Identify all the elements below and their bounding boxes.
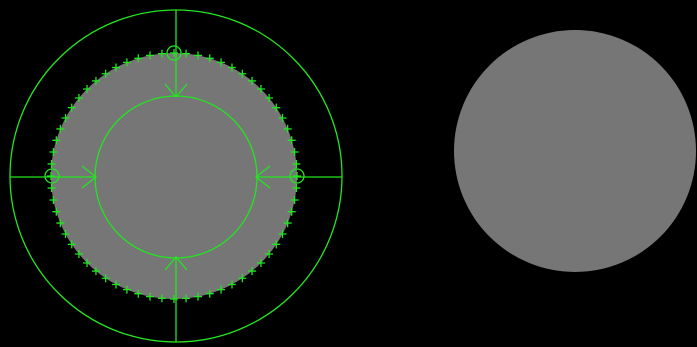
- right-panel: [454, 30, 696, 272]
- plus-icon: [61, 229, 70, 238]
- plus-icon: [227, 63, 236, 72]
- plus-icon: [292, 159, 301, 168]
- arrow-left: [81, 165, 98, 189]
- plus-icon: [47, 159, 56, 168]
- plus-icon: [112, 63, 121, 72]
- plus-icon: [122, 285, 131, 294]
- plus-icon: [52, 136, 61, 145]
- plus-icon: [248, 267, 257, 276]
- plus-icon: [193, 51, 202, 60]
- plus-icon: [205, 289, 214, 298]
- circle-icon: [44, 45, 305, 184]
- plus-icon: [290, 148, 299, 157]
- plus-icon: [283, 219, 292, 228]
- boundary-marker-right: [289, 168, 305, 184]
- plus-icon: [122, 58, 131, 67]
- edge-points: [47, 49, 301, 303]
- plus-icon: [287, 207, 296, 216]
- plus-icon: [287, 136, 296, 145]
- plus-icon: [217, 58, 226, 67]
- plus-icon: [256, 258, 265, 267]
- left-panel: [9, 9, 343, 343]
- plus-icon: [67, 240, 76, 249]
- plus-icon: [134, 289, 143, 298]
- plus-icon: [248, 76, 257, 85]
- plus-icon: [227, 280, 236, 289]
- arrow-bottom: [164, 255, 188, 271]
- plus-icon: [146, 292, 155, 301]
- arrow-right: [254, 165, 271, 189]
- plus-icon: [290, 195, 299, 204]
- arrow-top: [164, 83, 188, 99]
- plus-icon: [134, 54, 143, 63]
- plus-icon: [182, 294, 191, 303]
- plus-icon: [146, 51, 155, 60]
- plus-icon: [272, 240, 281, 249]
- plus-icon: [157, 294, 166, 303]
- boundary-marker-top: [166, 45, 182, 61]
- plus-icon: [272, 103, 281, 112]
- plus-icon: [278, 114, 287, 123]
- plus-icon: [256, 85, 265, 94]
- plus-icon: [67, 103, 76, 112]
- plus-icon: [83, 85, 92, 94]
- plus-icon: [101, 274, 110, 283]
- plus-icon: [49, 148, 58, 157]
- plus-icon: [74, 93, 83, 102]
- plus-icon: [170, 295, 178, 303]
- plus-icon: [101, 69, 110, 78]
- plus-icon: [112, 280, 121, 289]
- plus-icon: [157, 49, 166, 58]
- plus-icon: [47, 184, 56, 193]
- boundary-marker-left: [44, 168, 60, 184]
- plus-icon: [278, 229, 287, 238]
- plus-icon: [293, 172, 301, 180]
- plus-icon: [238, 69, 247, 78]
- plus-icon: [283, 124, 292, 133]
- plus-icon: [292, 184, 301, 193]
- plus-icon: [217, 285, 226, 294]
- plus-icon: [205, 54, 214, 63]
- plus-icon: [182, 49, 191, 58]
- plus-icon: [193, 292, 202, 301]
- right-gray-disk: [454, 30, 696, 272]
- plus-icon: [265, 93, 274, 102]
- plus-icon: [83, 258, 92, 267]
- plus-icon: [61, 114, 70, 123]
- arrow-icon: [81, 83, 271, 271]
- plus-icon: [52, 207, 61, 216]
- plus-icon: [170, 49, 178, 57]
- plus-icon: [56, 219, 65, 228]
- plus-icon: [49, 195, 58, 204]
- plus-icon: [74, 250, 83, 259]
- plus-icon: [265, 250, 274, 259]
- plus-icon: [238, 274, 247, 283]
- plus-icon: [47, 172, 55, 180]
- plus-icon: [91, 76, 100, 85]
- plus-icon: [91, 267, 100, 276]
- left-gray-disk: [51, 53, 297, 299]
- plus-icon: [56, 124, 65, 133]
